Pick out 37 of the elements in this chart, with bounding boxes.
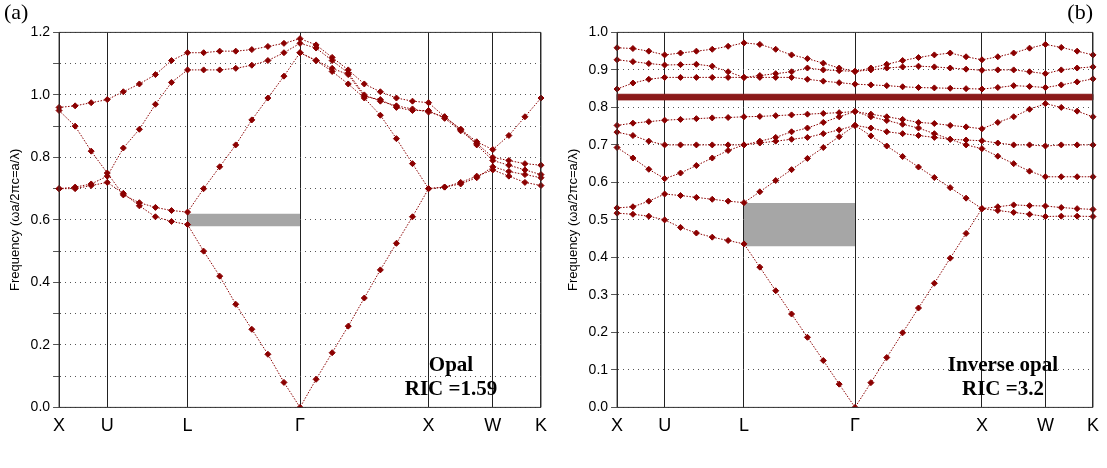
x-tick-label: L bbox=[182, 415, 193, 436]
y-tick-label: 0.8 bbox=[588, 98, 609, 115]
x-tick-label: L bbox=[738, 415, 749, 436]
y-tick-label: 0.8 bbox=[30, 148, 51, 165]
x-tick-label: U bbox=[100, 415, 114, 436]
y-tick-label: 1.0 bbox=[588, 23, 609, 40]
x-tick-label: K bbox=[534, 415, 547, 436]
y-tick-label: 0.5 bbox=[588, 210, 609, 227]
y-tick-label: 0.3 bbox=[588, 285, 609, 302]
x-tick-label: K bbox=[1086, 415, 1099, 436]
annotation: Opal bbox=[428, 352, 474, 377]
y-tick-label: 0.0 bbox=[30, 398, 51, 415]
x-tick-label: X bbox=[975, 415, 988, 436]
y-tick-label: 0.6 bbox=[588, 173, 609, 190]
y-tick-label: 0.4 bbox=[30, 273, 51, 290]
y-tick-label: 0.4 bbox=[588, 248, 609, 265]
x-tick-label: U bbox=[658, 415, 672, 436]
y-axis-title: Frequency (ωa/2πc=a/λ) bbox=[565, 148, 581, 292]
chart-title: (a) bbox=[4, 0, 29, 24]
y-tick-label: 0.0 bbox=[588, 398, 609, 415]
y-tick-label: 0.6 bbox=[30, 210, 51, 227]
y-axis-title: Frequency (ωa/2πc=a/λ) bbox=[7, 148, 23, 292]
y-tick-label: 0.1 bbox=[588, 360, 609, 377]
y-tick-label: 0.9 bbox=[588, 60, 609, 77]
x-tick-label: X bbox=[53, 415, 66, 436]
x-tick-label: X bbox=[611, 415, 624, 436]
x-tick-label: X bbox=[422, 415, 435, 436]
y-tick-label: 0.7 bbox=[588, 135, 609, 152]
x-tick-label: Γ bbox=[850, 415, 861, 436]
y-tick-label: 0.2 bbox=[588, 323, 609, 340]
chart-title: (b) bbox=[1067, 0, 1093, 24]
x-tick-label: W bbox=[484, 415, 502, 436]
x-tick-label: Γ bbox=[295, 415, 306, 436]
y-tick-label: 1.2 bbox=[30, 23, 51, 40]
x-tick-label: W bbox=[1036, 415, 1054, 436]
y-tick-label: 0.2 bbox=[30, 335, 51, 352]
y-tick-label: 1.0 bbox=[30, 85, 51, 102]
